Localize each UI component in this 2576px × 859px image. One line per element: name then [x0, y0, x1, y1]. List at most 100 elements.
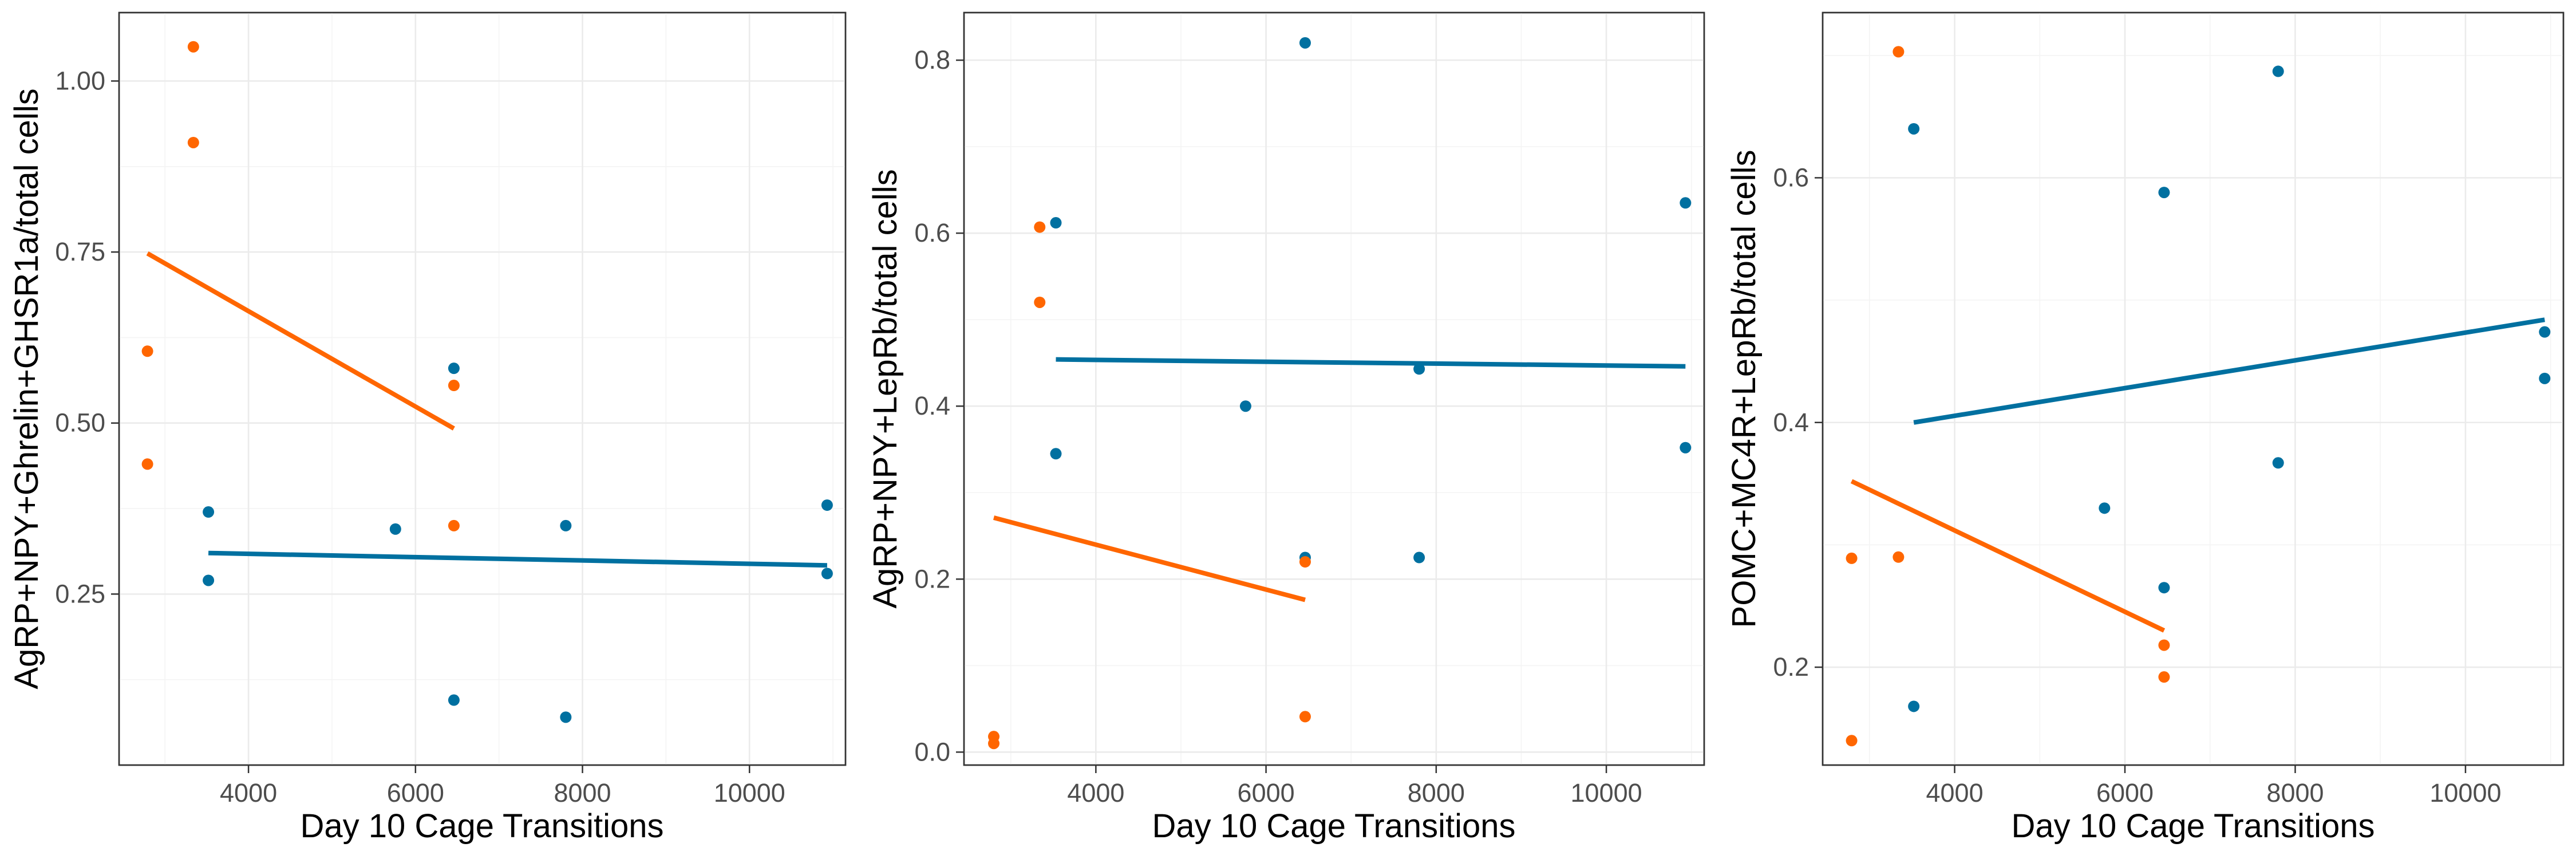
y-tick-label: 0.75 — [55, 237, 105, 266]
fit-line — [1056, 357, 1686, 369]
gridlines — [964, 13, 1704, 765]
data-point — [1908, 700, 1920, 712]
data-point — [1893, 46, 1905, 58]
data-point — [203, 506, 215, 518]
data-point — [1846, 552, 1858, 564]
data-point — [821, 499, 833, 511]
data-point — [141, 458, 153, 470]
y-axis-title: AgRP+NPY+LepRb/total cells — [867, 169, 904, 608]
data-point — [389, 523, 401, 535]
plot-area — [963, 11, 1705, 766]
y-tick-label: 0.6 — [1773, 163, 1809, 192]
data-point — [1413, 363, 1425, 375]
data-point — [203, 574, 215, 586]
data-point — [448, 380, 460, 392]
data-point — [1893, 551, 1905, 563]
y-axis-title: AgRP+NPY+Ghrelin+GHSR1a/total cells — [8, 88, 45, 689]
data-point — [187, 41, 199, 53]
data-point — [1299, 37, 1311, 49]
data-point — [821, 568, 833, 580]
data-point — [2158, 582, 2170, 594]
x-axis-title: Day 10 Cage Transitions — [300, 807, 663, 845]
axes: 4000 6000 8000 10000 0.25 0.50 0.75 1.00 — [55, 11, 847, 807]
x-tick-label: 8000 — [1408, 778, 1465, 807]
y-tick-label: 0.4 — [1773, 408, 1809, 437]
x-tick-label: 8000 — [554, 778, 611, 807]
data-point — [988, 738, 1000, 750]
data-point — [1050, 448, 1062, 460]
x-tick-label: 4000 — [1926, 778, 1983, 807]
data-point — [187, 136, 199, 148]
data-point — [2158, 639, 2170, 651]
y-tick-label: 0.0 — [914, 737, 950, 766]
data-point — [1680, 197, 1692, 209]
data-point — [2158, 187, 2170, 199]
data-point — [2099, 502, 2111, 514]
y-tick-label: 0.4 — [914, 391, 950, 420]
fit-line — [1850, 479, 2166, 633]
y-tick-label: 0.25 — [55, 579, 105, 608]
x-tick-label: 10000 — [2429, 778, 2501, 807]
fit-lines — [146, 251, 827, 568]
x-tick-label: 10000 — [1571, 778, 1642, 807]
data-point — [1299, 556, 1311, 568]
data-point — [2539, 326, 2551, 338]
x-tick-label: 4000 — [1067, 778, 1124, 807]
y-tick-label: 0.2 — [1773, 652, 1809, 681]
x-tick-label: 4000 — [220, 778, 277, 807]
gridlines — [119, 13, 846, 765]
y-tick-label: 0.8 — [914, 45, 950, 74]
x-tick-label: 6000 — [1238, 778, 1295, 807]
fit-line — [993, 515, 1306, 602]
data-point — [1034, 221, 1046, 233]
data-point — [1846, 735, 1858, 747]
data-point — [1050, 217, 1062, 229]
panel-border — [1822, 11, 2565, 766]
gridlines — [1823, 13, 2563, 765]
points — [988, 37, 1692, 750]
y-tick-label: 1.00 — [55, 66, 105, 95]
y-tick-label: 0.2 — [914, 564, 950, 593]
fit-line — [1913, 317, 2545, 425]
x-tick-label: 6000 — [2096, 778, 2154, 807]
panel-border — [118, 11, 847, 766]
panel-border — [963, 11, 1705, 766]
data-point — [2272, 65, 2284, 77]
data-point — [448, 362, 460, 375]
fit-line — [146, 251, 455, 431]
y-axis-title: POMC+MC4R+LepRb/total cells — [1725, 150, 1763, 628]
data-point — [1299, 711, 1311, 723]
data-point — [1680, 442, 1692, 454]
data-point — [448, 694, 460, 706]
panel-3: 4000 6000 8000 10000 0.2 0.4 0.6 Day 10 Cage T… — [1725, 11, 2565, 845]
data-point — [1413, 551, 1425, 564]
axes: 4000 6000 8000 10000 0.2 0.4 0.6 — [1773, 11, 2565, 807]
fit-lines — [1850, 317, 2545, 633]
points — [141, 41, 833, 723]
data-point — [141, 345, 153, 357]
plot-area — [118, 11, 847, 766]
x-tick-label: 10000 — [714, 778, 785, 807]
data-point — [1908, 123, 1920, 135]
points — [1846, 46, 2551, 747]
data-point — [2272, 457, 2284, 469]
fit-lines — [993, 357, 1686, 602]
x-axis-title: Day 10 Cage Transitions — [1152, 807, 1515, 845]
x-tick-label: 6000 — [387, 778, 444, 807]
data-point — [2539, 372, 2551, 384]
data-point — [560, 711, 572, 723]
x-tick-label: 8000 — [2266, 778, 2324, 807]
data-point — [448, 519, 460, 531]
x-axis-title: Day 10 Cage Transitions — [2011, 807, 2374, 845]
data-point — [2158, 671, 2170, 683]
axes: 4000 6000 8000 10000 0.0 0.2 0.4 0.6 0.8 — [914, 11, 1705, 807]
data-point — [560, 519, 572, 531]
y-tick-label: 0.50 — [55, 408, 105, 438]
y-tick-label: 0.6 — [914, 218, 950, 247]
fit-line — [208, 550, 827, 568]
panel-1: 4000 6000 8000 10000 0.25 0.50 0.75 1.00 Day 10… — [8, 11, 847, 845]
panel-2: 4000 6000 8000 10000 0.0 0.2 0.4 0.6 0.8 Day 10 … — [867, 11, 1705, 845]
data-point — [1034, 296, 1046, 308]
plot-area — [1822, 11, 2565, 766]
